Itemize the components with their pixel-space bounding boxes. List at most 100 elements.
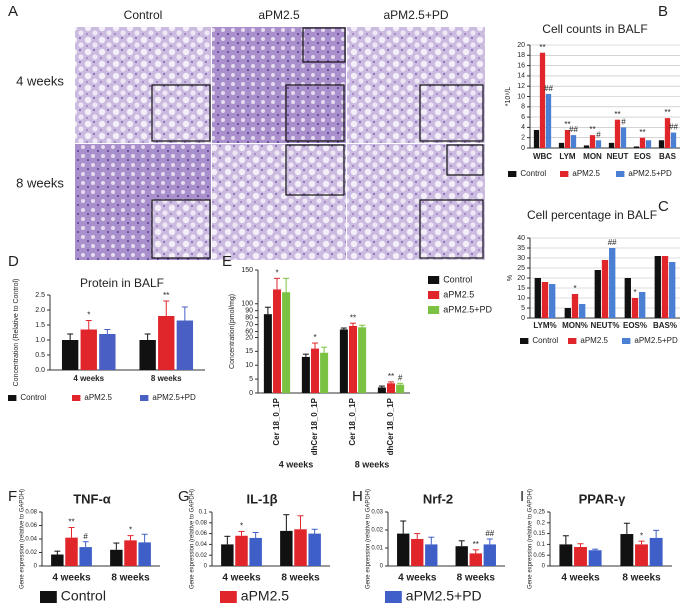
y-axis-label: Concentration(pmol/mg) [229, 294, 236, 369]
legend-label: aPM2.5+PD [443, 304, 492, 314]
bar [583, 145, 590, 148]
y-tick-label: 0 [380, 564, 384, 570]
bar [595, 140, 602, 148]
bar [624, 278, 631, 318]
bar [308, 533, 321, 566]
y-tick-label: 5 [521, 305, 525, 312]
bar [158, 316, 175, 370]
bar [235, 535, 248, 566]
y-axis-label: Gene expression (relative to GAPDH) [20, 489, 26, 589]
significance-marker: ** [388, 372, 394, 381]
significance-marker: ## [544, 84, 553, 93]
bar [594, 270, 601, 318]
significance-marker: ** [614, 110, 620, 119]
significance-marker: # [398, 373, 403, 382]
x-tick-label: MON% [562, 321, 588, 330]
y-tick-label: 0.06 [25, 523, 37, 529]
significance-marker: ** [473, 540, 479, 549]
chart-title: TNF-α [73, 491, 111, 506]
bar [348, 325, 358, 393]
y-tick-label: 0 [521, 145, 525, 152]
y-tick-label: 0.01 [371, 546, 383, 552]
row-label: 8 weeks [16, 175, 64, 190]
bar [620, 127, 627, 148]
bar [221, 544, 234, 566]
bar [377, 387, 386, 393]
significance-marker: * [573, 284, 576, 293]
chart-title: Protein in BALF [80, 276, 164, 290]
significance-marker: ## [485, 529, 494, 538]
x-tick-label: EOS [634, 152, 652, 161]
legend-swatch [520, 338, 529, 344]
x-tick-label: 8 weeks [281, 573, 320, 584]
significance-marker: # [83, 532, 88, 541]
panel-letter: H [352, 488, 363, 505]
legend-label: Control [20, 393, 46, 402]
y-tick-label: 0.05 [533, 553, 545, 559]
group-label: 4 weeks [279, 459, 314, 469]
y-axis-label: % [507, 275, 514, 281]
bar [469, 553, 482, 566]
y-tick-label: 30 [517, 255, 525, 262]
bar [263, 314, 272, 393]
bar [635, 544, 648, 566]
y-tick-label: 80 [245, 314, 253, 321]
y-tick-label: 1.0 [35, 337, 45, 344]
significance-marker: ** [539, 43, 545, 52]
y-tick-label: 14 [517, 73, 525, 80]
y-tick-label: 16 [517, 62, 525, 69]
x-tick-label: 8 weeks [111, 573, 150, 584]
micrographs [75, 27, 485, 260]
bar [664, 118, 671, 148]
bar [310, 348, 320, 393]
significance-marker: # [596, 130, 601, 139]
inset [419, 84, 484, 142]
x-tick-label: dhCer 18_0_1P [310, 397, 319, 455]
legend-swatch [568, 338, 577, 344]
bar [570, 135, 577, 148]
bar [539, 52, 546, 148]
chart-title: Cell percentage in BALF [527, 208, 657, 222]
legend-swatch [220, 591, 237, 603]
column-label: aPM2.5 [258, 8, 300, 22]
panel-letter: A [8, 3, 18, 20]
bar [559, 544, 573, 566]
y-tick-label: 2.0 [35, 307, 45, 314]
y-tick-label: 1.5 [35, 322, 45, 329]
bar [579, 304, 586, 318]
bar [99, 334, 116, 370]
significance-marker: * [640, 531, 643, 540]
legend-label: Control [443, 274, 472, 284]
inset [285, 144, 345, 196]
bar [80, 329, 97, 370]
legend-swatch [616, 171, 625, 177]
bar [669, 262, 676, 318]
bar [633, 146, 640, 148]
y-tick-label: 0.04 [195, 542, 207, 548]
bar [571, 294, 579, 318]
bar [61, 340, 79, 370]
legend-swatch [508, 171, 517, 177]
x-tick-label: LYM [559, 152, 575, 161]
significance-marker: ** [589, 125, 595, 134]
x-tick-label: NEUT% [591, 321, 620, 330]
y-tick-label: 0.15 [533, 531, 545, 537]
significance-marker: ** [564, 120, 570, 129]
bar [65, 537, 78, 566]
y-tick-label: 6 [521, 114, 525, 121]
bar [51, 554, 64, 566]
legend-swatch [428, 276, 440, 284]
bar [425, 544, 438, 566]
y-axis-label: Gene expression (relative to GAPDH) [190, 489, 196, 589]
legend-label: aPM2.5+PD [152, 393, 196, 402]
y-tick-label: 0.03 [371, 510, 383, 516]
significance-marker: ** [68, 518, 74, 527]
significance-marker: ## [569, 125, 578, 134]
y-tick-label: 20 [245, 334, 253, 341]
bar [574, 546, 587, 566]
panel-letter: B [658, 3, 668, 20]
bar [541, 282, 549, 318]
panel-letter: F [8, 488, 17, 505]
